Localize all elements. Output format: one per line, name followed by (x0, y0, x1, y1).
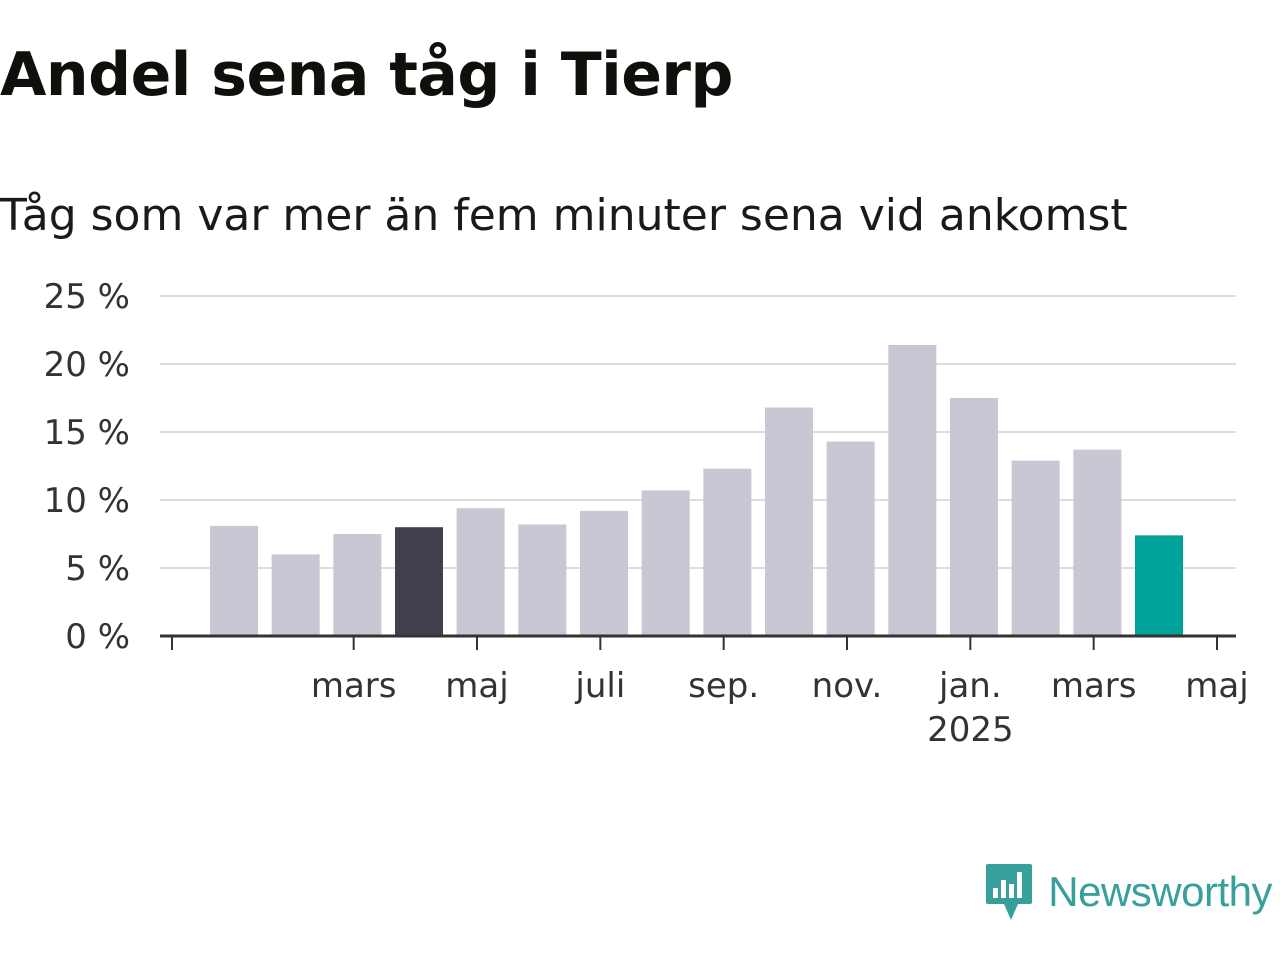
bar (1135, 535, 1183, 636)
x-tick-sublabel: 2025 (927, 710, 1014, 750)
bar (950, 398, 998, 636)
y-tick-label: 20 % (44, 345, 130, 385)
bar (456, 508, 505, 636)
y-tick-label: 10 % (44, 481, 130, 521)
x-tick-label: mars (311, 666, 397, 706)
y-tick-label: 25 % (44, 277, 130, 317)
x-tick-label: jan. (938, 666, 1002, 706)
x-tick-label: juli (574, 666, 625, 706)
x-tick-label: sep. (688, 666, 759, 706)
y-tick-label: 15 % (44, 413, 130, 453)
bar (580, 510, 628, 636)
chart-title: Andel sena tåg i Tierp (0, 40, 733, 110)
bar (333, 534, 382, 636)
bar (888, 344, 937, 636)
chart-subtitle: Tåg som var mer än fem minuter sena vid … (0, 190, 1128, 241)
y-tick-label: 5 % (65, 549, 130, 589)
bar (826, 441, 875, 636)
bar-chart: 0 % 5 % 10 % 15 % 20 % 25 % mars maj juli sep. nov… (44, 277, 1249, 750)
y-tick-label: 0 % (65, 617, 130, 657)
newsworthy-logo-icon (986, 864, 1033, 920)
brand-logo: Newsworthy (984, 862, 1272, 922)
x-tick-label: mars (1051, 666, 1137, 706)
brand-name: Newsworthy (1048, 868, 1272, 915)
bar (518, 524, 567, 636)
bar (1011, 460, 1060, 636)
bar (210, 525, 258, 636)
bar (703, 468, 752, 636)
bar (271, 554, 320, 636)
bar (641, 490, 690, 636)
x-tick-label: nov. (812, 666, 883, 706)
bar (395, 527, 443, 636)
x-tick-label: maj (445, 666, 508, 706)
bar (1073, 449, 1122, 636)
bar (765, 407, 813, 636)
x-tick-label: maj (1185, 666, 1248, 706)
